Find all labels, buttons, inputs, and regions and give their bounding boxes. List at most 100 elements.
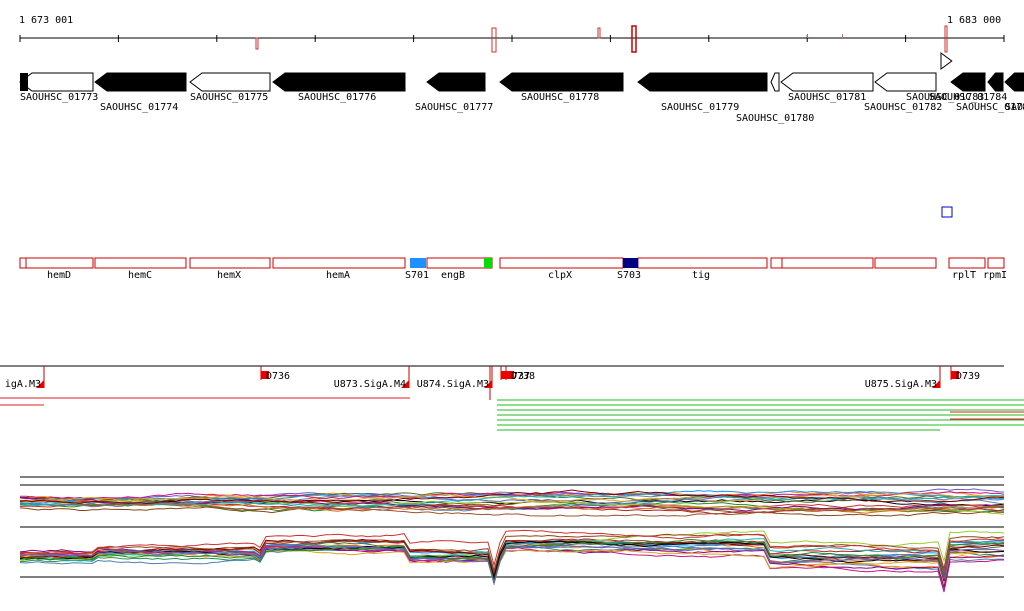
operon-unnamed[interactable] (770, 257, 874, 269)
gene-label: SAOUHSC_01775 (190, 92, 268, 103)
expression-trace (19, 489, 1005, 505)
gene-label: SAOUHSC_01785 (956, 102, 1024, 113)
operon-hemC[interactable]: hemC (94, 257, 187, 281)
operon-box (426, 257, 493, 269)
expression-trace (19, 538, 1005, 579)
operon-box (272, 257, 406, 269)
segment-s701[interactable]: S701 (405, 258, 429, 281)
ruler-feature-mark (842, 34, 843, 38)
operon-label: engB (441, 270, 465, 281)
gene-label: SAOUHSC_01784 (929, 92, 1007, 103)
operon-box (189, 257, 271, 269)
gene-saouhsc-01780[interactable]: SAOUHSC_01780 (736, 72, 814, 124)
operon-label: hemA (326, 270, 350, 281)
tss-d738[interactable]: D738 (505, 366, 535, 382)
sigma-site-label: U875.SigA.M3 (865, 379, 937, 390)
segment-box (484, 258, 492, 268)
expression-trace (19, 497, 1005, 510)
operon-box (770, 257, 874, 269)
sigma-site[interactable]: U874.SigA.M3 (417, 366, 493, 390)
gene-saouhsc-01775[interactable]: SAOUHSC_01775 (189, 72, 271, 103)
tss-box (501, 371, 509, 379)
expression-trace (19, 499, 1005, 517)
operon-box (948, 257, 986, 269)
operon-label: rplT (952, 270, 976, 281)
gene-label: SAOUHSC_01786 (1005, 102, 1024, 113)
expression-trace (19, 493, 1005, 507)
ruler-ticks (19, 35, 1005, 42)
operon-hemA[interactable]: hemA (272, 257, 406, 281)
operon-unnamed[interactable] (874, 257, 937, 269)
operon-rpmI[interactable]: rpmI (983, 257, 1007, 281)
tss-label: D739 (956, 371, 980, 382)
operon-label: clpX (548, 270, 572, 281)
ruler-feature-mark (944, 25, 948, 53)
expression-trace (19, 538, 1005, 576)
gene-label: SAOUHSC_01780 (736, 113, 814, 124)
operon-hemX[interactable]: hemX (189, 257, 271, 281)
operon-hemD[interactable]: hemD (19, 257, 94, 281)
gene-arrow (637, 72, 768, 92)
operon-track: hemD hemC hemX hemA engB clpX tig rplT rpmI S701 S… (19, 257, 1007, 281)
gene-saouhsc-01779[interactable]: SAOUHSC_01779 (637, 72, 768, 113)
selection-marker[interactable] (941, 206, 953, 218)
ruler-feature-mark (631, 25, 637, 53)
gene-saouhsc-01785[interactable]: SAOUHSC_01785 (956, 72, 1024, 113)
segment-s703[interactable]: S703 (617, 258, 641, 281)
operon-engB[interactable]: engB (426, 257, 493, 281)
sigma-site[interactable]: igA.M3 (5, 366, 45, 390)
gene-saouhsc-01782[interactable]: SAOUHSC_01782 (864, 72, 942, 113)
gene-saouhsc-01783[interactable]: SAOUHSC_01783 (906, 52, 984, 103)
gene-arrow (1004, 72, 1024, 92)
gene-saouhsc-01786[interactable]: SAOUHSC_01786 (1004, 72, 1024, 113)
gene-label: SAOUHSC_01777 (415, 102, 493, 113)
tss-box (261, 371, 269, 379)
gene-arrow (770, 72, 780, 92)
gene-label: SAOUHSC_01782 (864, 102, 942, 113)
gene-saouhsc-01781[interactable]: SAOUHSC_01781 (780, 72, 874, 103)
sigma-site-flag (401, 380, 409, 388)
sigma-site[interactable]: U875.SigA.M3 (865, 366, 941, 390)
tss-d739[interactable]: D739 (950, 366, 980, 382)
sigma-site-label: igA.M3 (5, 379, 41, 390)
expression-trace (20, 491, 1005, 500)
gene-arrow (874, 72, 937, 92)
annotation-lines-track (0, 366, 1024, 431)
segment-box (623, 258, 638, 268)
gene-saouhsc-01784[interactable]: SAOUHSC_01784 (929, 72, 1007, 103)
gene-label: SAOUHSC_01779 (661, 102, 739, 113)
tss-label: D737 (506, 371, 530, 382)
operon-rplT[interactable]: rplT (948, 257, 986, 281)
gene-label: SAOUHSC_01774 (100, 102, 178, 113)
gene-saouhsc-01774[interactable]: SAOUHSC_01774 (94, 72, 187, 113)
operon-box (19, 257, 94, 269)
expression-trace (19, 499, 1005, 517)
gene-saouhsc-01778[interactable]: SAOUHSC_01778 (499, 72, 624, 103)
signal-track: igA.M3 U873.SigA.M4 U874.SigA.M3 U875.SigA.… (0, 365, 1004, 390)
segment-label: S703 (617, 270, 641, 281)
gene-saouhsc-01777[interactable]: SAOUHSC_01777 (415, 72, 493, 113)
operon-label: hemC (128, 270, 152, 281)
operon-label: hemX (217, 270, 241, 281)
tss-d736[interactable]: D736 (260, 366, 290, 382)
tss-d737[interactable]: D737 (500, 366, 530, 382)
sigma-site[interactable]: U873.SigA.M4 (334, 366, 410, 390)
expression-trace (19, 492, 1005, 503)
gene-label: SAOUHSC_01778 (521, 92, 599, 103)
segment-unnamed[interactable] (484, 258, 492, 268)
ruler-feature-mark (491, 27, 497, 53)
tss-label: D736 (266, 371, 290, 382)
operon-tig[interactable]: tig (637, 257, 768, 281)
gene-saouhsc-01776[interactable]: SAOUHSC_01776 (272, 72, 406, 103)
operon-clpX[interactable]: clpX (499, 257, 624, 281)
gene-arrow (950, 72, 986, 92)
gene-label: SAOUHSC_01773 (20, 92, 98, 103)
gene-saouhsc-01773[interactable]: SAOUHSC_01773 (19, 72, 98, 103)
ruler-end-label: 1 683 000 (947, 15, 1001, 26)
gene-fragment (20, 73, 28, 91)
expression-trace (19, 533, 1005, 573)
expression-trace (19, 538, 1005, 583)
tss-box (951, 371, 959, 379)
